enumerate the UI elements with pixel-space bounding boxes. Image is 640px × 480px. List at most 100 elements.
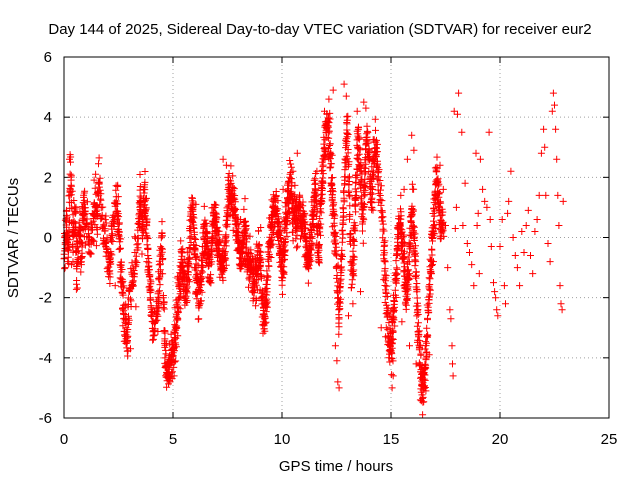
data-point-marker [61,264,69,272]
data-point-marker [225,170,233,177]
data-point-marker [93,226,101,234]
data-point-marker [145,262,153,270]
data-point-marker [144,244,152,252]
data-point-marker [425,308,433,316]
data-point-marker [397,191,405,199]
data-point-marker [427,270,435,278]
data-point-marker [66,155,73,163]
data-point-marker [146,272,154,280]
data-point-marker [423,339,431,347]
data-point-marker [546,258,554,266]
data-point-marker [385,311,393,319]
data-point-marker [408,202,416,210]
data-point-marker [252,281,260,289]
data-point-marker [343,138,351,145]
data-point-marker [113,200,121,207]
data-point-marker [403,295,411,303]
data-point-marker [258,294,266,302]
data-point-marker [343,126,351,134]
data-point-marker [397,205,404,213]
data-point-marker [255,242,263,250]
data-point-marker [245,283,252,291]
data-point-marker [256,247,264,255]
data-point-marker [158,248,166,256]
data-point-marker [380,227,388,235]
data-point-marker [325,127,333,135]
data-point-marker [163,383,171,391]
data-point-marker [345,191,353,199]
data-point-marker [417,351,425,359]
data-point-marker [330,201,337,209]
data-point-marker [319,170,327,178]
data-point-marker [337,263,345,271]
data-point-marker [332,233,340,240]
data-point-marker [359,227,366,235]
data-point-marker [260,318,267,326]
data-point-marker [345,181,353,188]
data-point-marker [108,251,116,259]
data-point-marker [388,384,396,392]
data-point-marker [70,218,78,226]
data-point-marker [159,270,167,278]
data-point-marker [190,225,198,232]
data-point-marker [446,306,454,314]
data-point-marker [392,294,400,301]
data-point-marker [328,193,336,201]
data-point-marker [335,330,343,338]
data-point-marker [309,241,317,249]
data-point-marker [404,266,412,274]
data-point-marker [149,335,157,343]
data-point-marker [185,260,192,267]
data-point-marker [176,293,184,301]
data-point-marker [172,343,180,351]
data-point-marker [355,135,363,143]
data-point-marker [388,371,396,379]
data-point-marker [470,282,478,290]
data-point-marker [130,282,137,290]
data-point-marker [207,271,215,279]
data-point-marker [373,140,381,148]
data-point-marker [396,215,404,223]
data-point-marker [403,155,411,163]
plot-area-frame [63,56,610,419]
data-point-marker [286,157,294,164]
data-point-marker [342,92,350,100]
data-point-marker [229,190,237,198]
data-point-marker [389,372,397,380]
x-tick-label: 25 [601,431,618,448]
data-point-marker [439,227,447,235]
data-point-marker [436,189,444,197]
data-point-marker [379,220,387,228]
data-point-marker [73,277,81,284]
data-point-marker [415,333,423,341]
data-point-marker [447,315,455,323]
data-point-marker [500,282,508,290]
data-point-marker [386,348,394,356]
data-point-marker [381,249,389,257]
data-point-marker [355,150,363,158]
data-point-marker [294,242,302,250]
data-point-marker [492,294,500,302]
data-point-marker [95,154,103,162]
data-point-marker [313,167,321,175]
data-point-marker [455,89,463,97]
data-point-marker [350,272,358,280]
data-point-marker [252,295,260,303]
data-point-marker [197,287,204,294]
data-point-marker [373,136,380,144]
data-point-marker [306,254,314,262]
data-point-marker [346,212,354,220]
data-point-marker [293,149,301,157]
data-point-marker [344,146,352,153]
data-point-marker [206,278,213,286]
data-point-marker [204,245,212,253]
data-point-marker [192,236,200,243]
data-point-marker [426,281,434,288]
data-point-marker [360,98,368,106]
data-point-marker [473,222,481,229]
data-point-marker [558,306,566,314]
data-point-marker [449,360,456,368]
data-point-marker [448,342,456,350]
data-point-marker [257,224,265,231]
y-tick-label: 4 [44,109,52,126]
